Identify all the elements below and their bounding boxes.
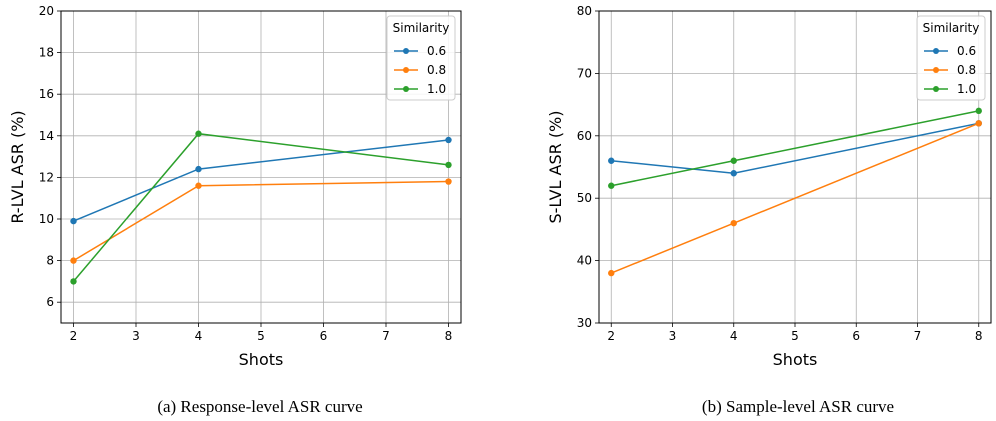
x-tick-label: 5 [257, 329, 265, 343]
y-tick-label: 10 [39, 212, 54, 226]
data-point-0.8 [445, 178, 452, 185]
x-tick-label: 4 [730, 329, 738, 343]
y-tick-label: 50 [577, 191, 592, 205]
legend-entry: 0.6 [427, 44, 446, 58]
plot-frame [598, 10, 992, 324]
x-tick-label: 8 [975, 329, 983, 343]
y-tick-label: 16 [39, 87, 54, 101]
x-tick-label: 7 [914, 329, 922, 343]
legend-title: Similarity [923, 21, 980, 35]
legend-entry: 1.0 [427, 82, 446, 96]
data-point-0.8 [608, 269, 615, 277]
legend-box [916, 15, 986, 101]
y-tick-label: 8 [46, 254, 54, 268]
legend-box [386, 15, 456, 101]
x-tick-label: 3 [669, 329, 677, 343]
legend-entry: 0.8 [957, 63, 976, 77]
data-point-0.8 [730, 219, 737, 227]
x-tick-label: 7 [382, 329, 390, 343]
legend-entry: 0.8 [427, 63, 446, 77]
legend-swatch-marker [403, 67, 409, 73]
data-point-0.8 [195, 182, 202, 189]
legend-swatch-marker [403, 86, 409, 92]
data-point-1.0 [445, 161, 452, 169]
data-point-0.6 [195, 165, 202, 173]
x-axis-label: Shots [773, 350, 818, 369]
legend-title: Similarity [393, 21, 450, 35]
data-point-0.8 [70, 257, 77, 264]
data-point-0.6 [70, 217, 77, 225]
y-tick-label: 70 [577, 66, 592, 80]
y-axis-label: R-LVL ASR (%) [8, 110, 27, 223]
plot-frame [60, 10, 462, 324]
x-tick-label: 5 [791, 329, 799, 343]
y-tick-label: 60 [577, 129, 592, 143]
legend-swatch-marker [403, 48, 409, 54]
x-tick-label: 3 [132, 329, 140, 343]
legend-entry: 1.0 [957, 82, 976, 96]
data-point-1.0 [608, 182, 615, 189]
y-axis-label: S-LVL ASR (%) [546, 110, 565, 223]
legend-swatch-marker [933, 67, 939, 73]
data-point-0.6 [730, 170, 737, 177]
x-tick-label: 2 [70, 329, 78, 343]
chart-panel-response-level: 2 3 4 5 6 7 8 6 8 10 12 14 16 18 20 Shots R-LVL ASR (%) S… [8, 4, 462, 369]
data-point-1.0 [195, 130, 202, 137]
x-axis-label: Shots [239, 350, 284, 369]
x-tick-label: 6 [320, 329, 328, 343]
y-tick-label: 30 [577, 316, 592, 330]
chart-panel-sample-level: 2 3 4 5 6 7 8 30 40 50 60 70 80 Shots S-LVL ASR (%) Sim… [546, 4, 992, 369]
data-point-0.6 [445, 136, 452, 144]
caption-response-level: (a) Response-level ASR curve [157, 397, 362, 416]
legend-swatch-marker [933, 48, 939, 54]
legend-entry: 0.6 [957, 44, 976, 58]
y-tick-label: 20 [39, 4, 54, 18]
y-tick-label: 12 [39, 170, 54, 184]
data-point-1.0 [70, 278, 77, 285]
x-tick-label: 8 [445, 329, 453, 343]
x-tick-label: 6 [852, 329, 860, 343]
x-tick-label: 2 [607, 329, 615, 343]
y-tick-label: 14 [39, 129, 54, 143]
y-tick-label: 6 [46, 295, 54, 309]
legend-swatch-marker [933, 86, 939, 92]
data-point-1.0 [975, 107, 982, 115]
y-tick-label: 18 [39, 46, 54, 60]
data-point-0.8 [975, 120, 982, 127]
data-point-0.6 [608, 157, 615, 164]
caption-sample-level: (b) Sample-level ASR curve [702, 397, 894, 416]
y-tick-label: 40 [577, 254, 592, 268]
x-tick-label: 4 [195, 329, 203, 343]
data-point-1.0 [730, 157, 737, 164]
y-tick-label: 80 [577, 4, 592, 18]
